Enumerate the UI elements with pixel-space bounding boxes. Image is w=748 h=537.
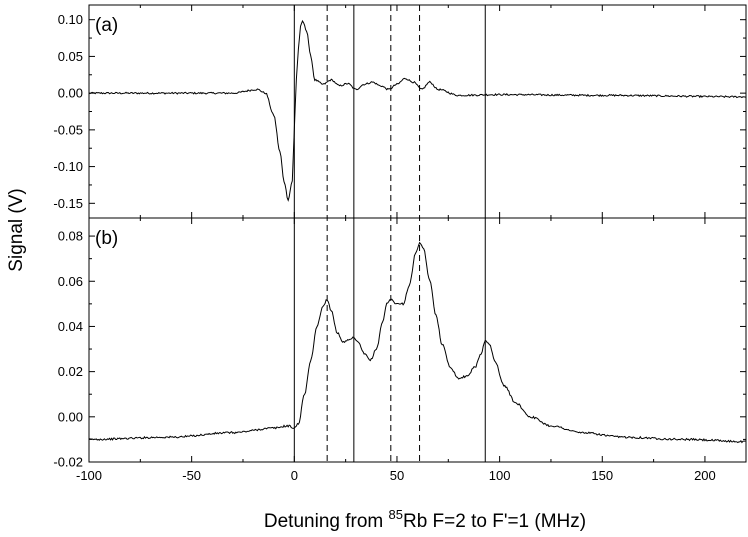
y-tick-label: 0.00 [58, 86, 83, 101]
y-tick-label: -0.15 [53, 196, 83, 211]
y-tick-label: 0.02 [58, 364, 83, 379]
y-tick-label: 0.10 [58, 12, 83, 27]
y-tick-label: 0.05 [58, 49, 83, 64]
y-tick-label: -0.02 [53, 455, 83, 470]
y-tick-label: -0.10 [53, 159, 83, 174]
panel-label: (a) [95, 15, 118, 36]
y-tick-label: 0.06 [58, 274, 83, 289]
x-tick-labels: -100 -50 0 50 100 150 200 [76, 468, 716, 483]
panels: -0.15 -0.10 -0.05 0.00 0.05 0.10 (a) -0.02 0.00 0… [53, 4, 747, 470]
panel-a: -0.15 -0.10 -0.05 0.00 0.05 0.10 (a) [53, 4, 747, 219]
signal-trace [88, 19, 747, 202]
y-tick-label: 0.00 [58, 409, 83, 424]
panel-frame [88, 4, 747, 219]
x-axis-title: Detuning from 85Rb F=2 to F'=1 (MHz) [264, 507, 586, 532]
panel-label: (b) [95, 228, 118, 249]
x-tick-label: 0 [291, 468, 298, 483]
x-tick-label: 200 [694, 468, 716, 483]
panel-b: -0.02 0.00 0.02 0.04 0.06 0.08 (b) [53, 217, 747, 470]
x-axis-title-superscript: 85 [389, 507, 403, 522]
x-tick-label: -50 [182, 468, 201, 483]
signal-trace [88, 241, 747, 444]
panel-frame [88, 217, 747, 463]
x-tick-label: -100 [76, 468, 102, 483]
x-tick-label: 150 [591, 468, 613, 483]
x-tick-label: 100 [489, 468, 511, 483]
x-tick-label: 50 [390, 468, 404, 483]
reference-lines [293, 5, 486, 462]
y-tick-label: 0.04 [58, 319, 83, 334]
y-axis-title: Signal (V) [6, 188, 27, 271]
y-tick-label: 0.08 [58, 229, 83, 244]
y-tick-label: -0.05 [53, 122, 83, 137]
